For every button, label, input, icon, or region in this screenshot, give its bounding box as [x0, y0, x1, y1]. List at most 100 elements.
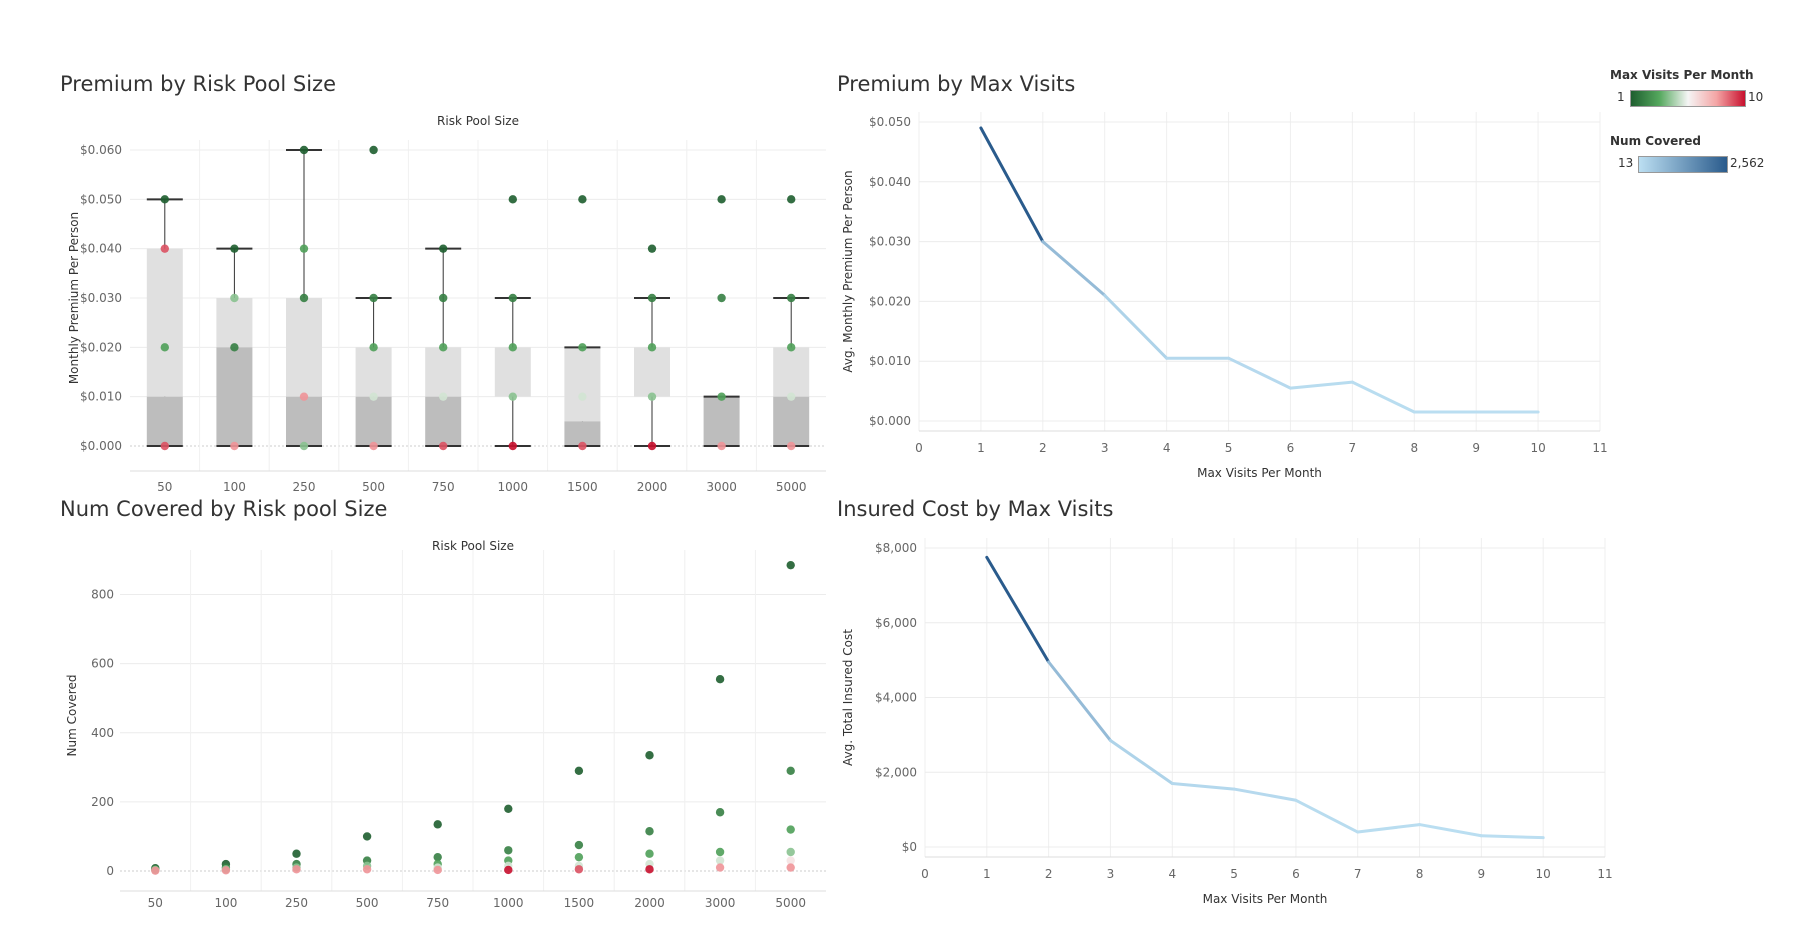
- data-point: [299, 145, 309, 155]
- x-tick-label: 4: [1163, 441, 1171, 455]
- data-point: [292, 849, 301, 858]
- x-axis-label: Max Visits Per Month: [1203, 892, 1328, 906]
- legend-covered-gradient: [1638, 156, 1728, 173]
- legend-covered-min: 13: [1618, 156, 1634, 170]
- data-point: [230, 343, 239, 352]
- x-tick-label: 250: [285, 896, 308, 910]
- data-point: [230, 441, 239, 451]
- box-lower: [773, 396, 810, 446]
- data-point: [508, 293, 517, 303]
- x-tick-label: 10: [1530, 441, 1545, 455]
- legend-visits-title: Max Visits Per Month: [1610, 68, 1754, 82]
- y-axis-label: Monthly Premium Per Person: [67, 212, 81, 384]
- data-point: [439, 392, 448, 401]
- data-point: [717, 195, 726, 204]
- x-tick-label: 1: [977, 441, 985, 455]
- x-tick-label: 1000: [498, 480, 529, 494]
- box-upper: [564, 347, 601, 422]
- data-point: [508, 195, 517, 204]
- y-tick-label: $0.010: [869, 354, 911, 368]
- data-point: [439, 343, 448, 352]
- data-point: [439, 293, 448, 303]
- x-tick-label: 11: [1592, 441, 1607, 455]
- data-point: [787, 441, 796, 451]
- y-tick-label: $0.000: [80, 439, 122, 453]
- data-point: [508, 392, 517, 401]
- x-tick-label: 100: [223, 480, 246, 494]
- data-point: [715, 847, 725, 857]
- data-point: [717, 392, 726, 401]
- data-point: [578, 392, 587, 401]
- y-tick-label: $0: [902, 840, 917, 854]
- data-point: [786, 560, 795, 570]
- box-lower: [703, 396, 740, 446]
- data-point: [574, 852, 584, 862]
- data-point: [787, 343, 796, 352]
- x-tick-label: 8: [1410, 441, 1418, 455]
- data-point: [433, 852, 442, 862]
- line-segment: [1418, 823, 1483, 838]
- x-axis-label: Max Visits Per Month: [1197, 466, 1322, 480]
- line-segment: [1227, 356, 1292, 390]
- y-tick-label: 200: [91, 795, 114, 809]
- y-tick-label: $2,000: [875, 765, 917, 779]
- x-tick-label: 7: [1354, 867, 1362, 881]
- line-segment: [1350, 380, 1416, 414]
- x-tick-label: 11: [1597, 867, 1612, 881]
- x-tick-label: 9: [1472, 441, 1480, 455]
- data-point: [645, 751, 654, 760]
- data-point: [230, 293, 239, 303]
- box-upper: [773, 347, 810, 397]
- y-tick-label: $0.000: [869, 414, 911, 428]
- line-segment: [1288, 380, 1354, 390]
- x-tick-label: 5000: [775, 896, 806, 910]
- data-point: [299, 244, 309, 253]
- box-lower: [216, 347, 253, 446]
- y-axis-label: Avg. Total Insured Cost: [841, 629, 855, 766]
- x-tick-label: 500: [356, 896, 379, 910]
- x-tick-label: 8: [1416, 867, 1424, 881]
- data-point: [645, 849, 654, 858]
- x-tick-label: 7: [1349, 441, 1357, 455]
- data-point: [647, 392, 657, 401]
- data-point: [508, 343, 517, 352]
- x-tick-label: 5: [1225, 441, 1233, 455]
- data-point: [786, 863, 795, 872]
- data-point: [578, 195, 587, 204]
- x-tick-label: 3000: [705, 896, 736, 910]
- line-segment: [1103, 293, 1169, 360]
- box-upper: [146, 248, 183, 397]
- data-point: [574, 766, 584, 775]
- data-point: [299, 293, 309, 303]
- data-point: [160, 343, 169, 352]
- x-tick-label: 500: [362, 480, 385, 494]
- data-point: [160, 195, 169, 204]
- x-tick-label: 50: [157, 480, 172, 494]
- legend-covered-max: 2,562: [1730, 156, 1765, 170]
- data-point: [292, 865, 301, 874]
- x-tick-label: 9: [1478, 867, 1486, 881]
- title-premium-visits: Premium by Max Visits: [837, 72, 1076, 96]
- x-tick-label: 6: [1287, 441, 1295, 455]
- x-tick-label: 1500: [564, 896, 595, 910]
- x-tick-label: 10: [1536, 867, 1551, 881]
- legend-visits-min: 1: [1617, 90, 1625, 104]
- risk-pool-header-1: Risk Pool Size: [437, 114, 519, 128]
- data-point: [715, 675, 725, 684]
- box-upper: [494, 347, 531, 397]
- legend-covered-title: Num Covered: [1610, 134, 1701, 148]
- data-point: [151, 866, 160, 875]
- data-point: [717, 441, 726, 451]
- data-point: [299, 392, 309, 401]
- line-segment: [1108, 738, 1174, 785]
- line-segment: [1232, 787, 1298, 802]
- y-tick-label: $0.010: [80, 390, 122, 404]
- title-premium-pool: Premium by Risk Pool Size: [60, 72, 336, 96]
- data-point: [369, 343, 378, 352]
- y-tick-label: 0: [106, 864, 114, 878]
- y-tick-label: $0.040: [869, 175, 911, 189]
- data-point: [645, 827, 654, 836]
- y-tick-label: 800: [91, 588, 114, 602]
- box-upper: [425, 347, 462, 397]
